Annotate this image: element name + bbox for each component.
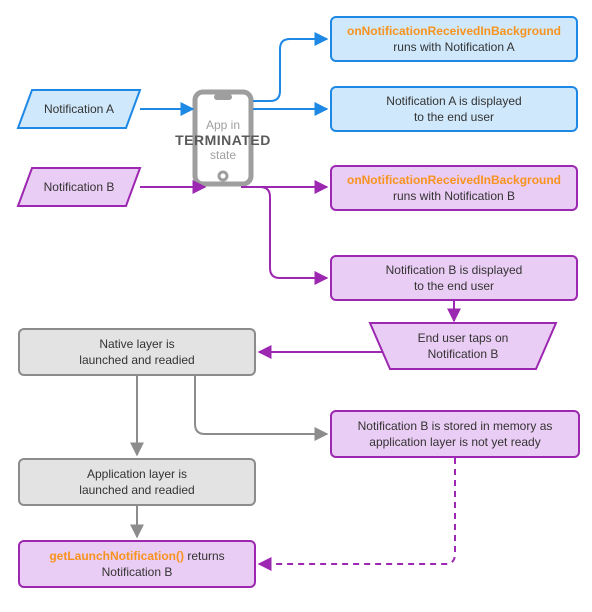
edge-native-to-stored [195, 376, 327, 434]
label-notifA: Notification A [18, 90, 140, 128]
node-getLaunch: getLaunchNotification() returnsNotificat… [18, 540, 256, 588]
edge-stored-to-getLaunch [259, 458, 455, 564]
edge-phone-to-bgA [253, 39, 327, 101]
label-tapB: End user taps onNotification B [370, 323, 556, 369]
label-notifB: Notification B [18, 168, 140, 206]
phone-terminated: TERMINATED [168, 132, 278, 148]
node-dispA: Notification A is displayedto the end us… [330, 86, 578, 132]
edge-phone-to-dispB [241, 187, 327, 278]
node-native: Native layer islaunched and readied [18, 328, 256, 376]
node-dispB: Notification B is displayedto the end us… [330, 255, 578, 301]
node-stored: Notification B is stored in memory asapp… [330, 410, 580, 458]
node-bgA: onNotificationReceivedInBackgroundruns w… [330, 16, 578, 62]
phone-state: state [168, 148, 278, 162]
node-app: Application layer islaunched and readied [18, 458, 256, 506]
phone-appin: App in [168, 118, 278, 132]
node-bgB: onNotificationReceivedInBackgroundruns w… [330, 165, 578, 211]
phone-state-label: App in TERMINATED state [168, 118, 278, 162]
